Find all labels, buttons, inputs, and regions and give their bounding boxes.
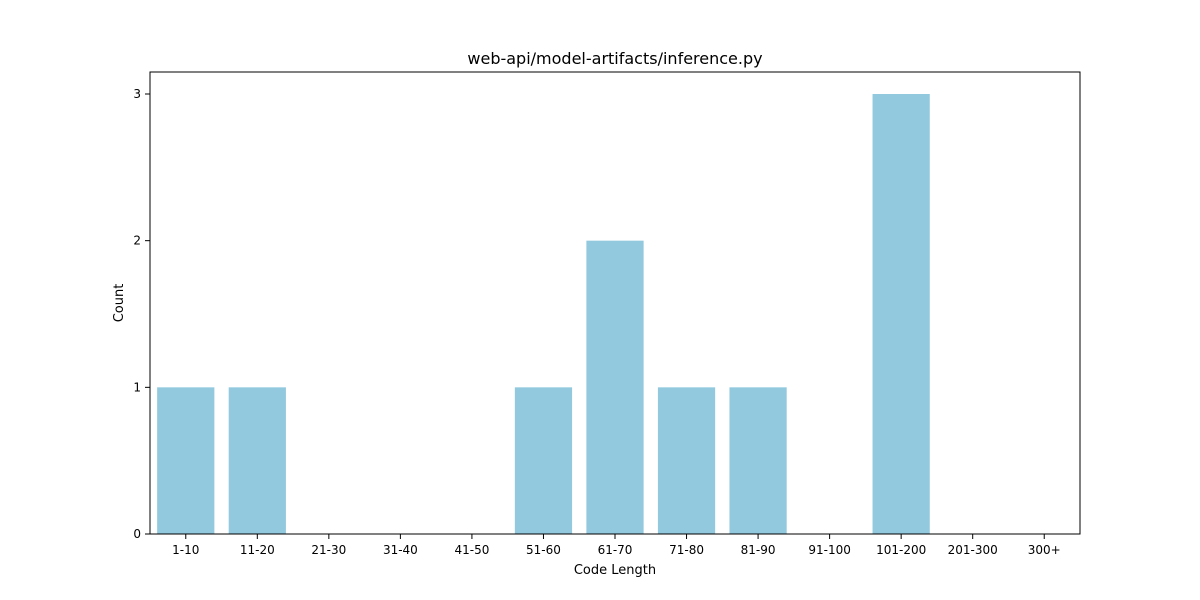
x-tick-label: 101-200: [876, 543, 926, 557]
x-tick-label: 71-80: [669, 543, 704, 557]
bars: [157, 94, 930, 535]
bar-11-20: [228, 387, 286, 534]
x-tick-label: 11-20: [240, 543, 275, 557]
x-tick-label: 41-50: [454, 543, 489, 557]
bar-1-10: [157, 387, 215, 534]
x-tick-label: 300+: [1028, 543, 1061, 557]
y-tick-label: 1: [133, 380, 141, 394]
x-tick-label: 201-300: [948, 543, 998, 557]
x-tick-label: 51-60: [526, 543, 561, 557]
x-tick-label: 91-100: [808, 543, 851, 557]
x-tick-label: 31-40: [383, 543, 418, 557]
y-tick-label: 0: [133, 527, 141, 541]
y-tick-label: 3: [133, 87, 141, 101]
x-tick-label: 21-30: [311, 543, 346, 557]
plot-area: 1-10 11-20 21-30 31-40 41-50 51-60 61-70 71-80 8…: [133, 71, 1081, 557]
bar-81-90: [729, 387, 787, 534]
x-tick-label: 81-90: [741, 543, 776, 557]
y-axis-ticks: 0 1 2 3: [133, 87, 150, 541]
chart-title: web-api/model-artifacts/inference.py: [467, 49, 762, 68]
x-tick-label: 61-70: [598, 543, 633, 557]
y-axis-label: Count: [112, 284, 127, 323]
x-axis-label: Code Length: [574, 563, 656, 578]
y-tick-label: 2: [133, 234, 141, 248]
bar-71-80: [657, 387, 716, 534]
bar-51-60: [514, 387, 573, 534]
x-tick-label: 1-10: [172, 543, 199, 557]
plot-frame: [149, 71, 1081, 535]
bar-61-70: [586, 240, 644, 535]
x-axis-ticks: 1-10 11-20 21-30 31-40 41-50 51-60 61-70 71-80 8…: [172, 534, 1061, 557]
bar-101-200: [872, 94, 930, 534]
